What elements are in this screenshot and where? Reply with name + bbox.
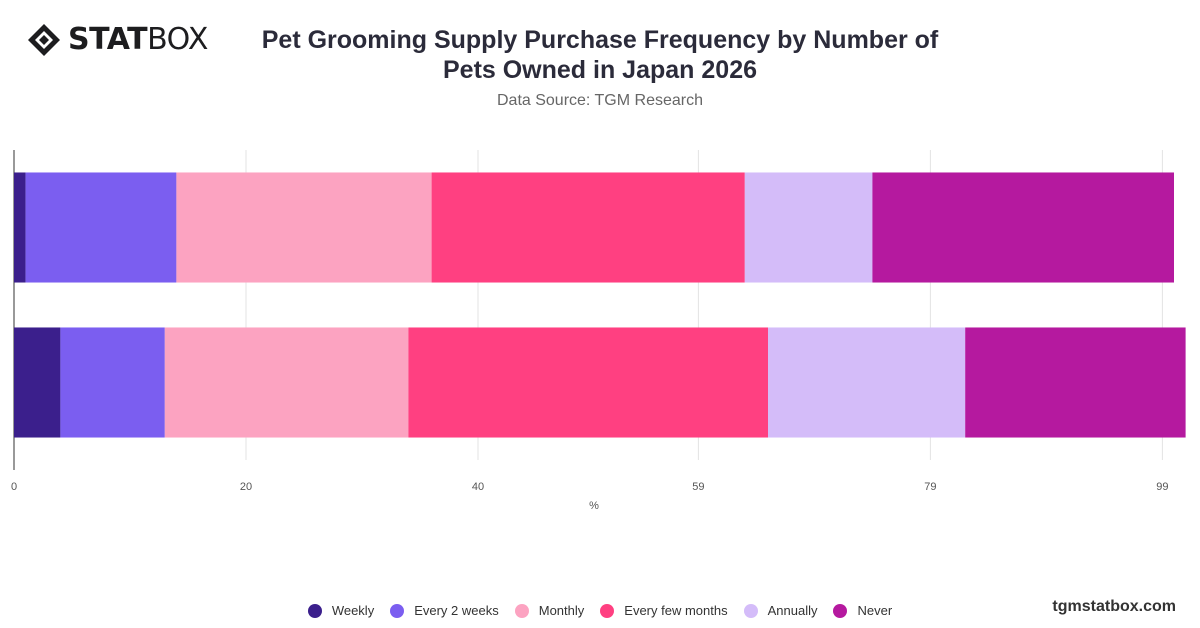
logo-text-light: BOX xyxy=(147,22,208,57)
legend-label: Weekly xyxy=(331,603,375,618)
bar-segment xyxy=(744,172,873,283)
legend-item[interactable]: Every 2 weeks xyxy=(390,603,499,618)
x-tick-label: 0 xyxy=(11,481,17,493)
diamond-logo-icon xyxy=(28,24,60,56)
bar-segment xyxy=(25,172,177,283)
logo-text: STATBOX xyxy=(68,22,208,58)
bar-segment xyxy=(14,172,26,283)
logo: STATBOX xyxy=(26,22,208,58)
x-tick-label: 59 xyxy=(692,481,704,493)
chart-title: Pet Grooming Supply Purchase Frequency b… xyxy=(261,26,939,84)
bar-segment xyxy=(872,172,1174,283)
bar-segment xyxy=(431,172,745,283)
legend-label: Monthly xyxy=(538,603,585,618)
legend-swatch xyxy=(514,603,529,618)
legend-item[interactable]: Weekly xyxy=(307,603,375,618)
legend-swatch xyxy=(390,603,405,618)
chart-legend: Weekly Every 2 weeks Monthly Every few mont… xyxy=(0,603,1200,618)
legend-swatch xyxy=(600,603,615,618)
bar-segment xyxy=(408,327,768,438)
x-tick-label: 99 xyxy=(1156,481,1168,493)
x-tick-label: 20 xyxy=(240,481,252,493)
bar-segment xyxy=(164,327,409,438)
legend-label: Every 2 weeks xyxy=(414,603,499,618)
legend-item[interactable]: Monthly xyxy=(514,603,585,618)
logo-text-bold: STAT xyxy=(68,22,148,57)
bar-segment xyxy=(14,327,61,438)
watermark: tgmstatbox.com xyxy=(1052,598,1176,615)
x-tick-label: 79 xyxy=(924,481,936,493)
legend-item[interactable]: Never xyxy=(833,603,892,618)
legend-swatch xyxy=(833,603,848,618)
legend-swatch xyxy=(743,603,758,618)
chart-subtitle: Data Source: TGM Research xyxy=(496,92,703,109)
legend-label: Every few months xyxy=(624,603,728,618)
bar-segment xyxy=(768,327,966,438)
legend-item[interactable]: Annually xyxy=(743,603,818,618)
x-axis-label: % xyxy=(589,500,599,512)
legend-label: Annually xyxy=(767,603,818,618)
legend-label: Never xyxy=(857,603,893,618)
legend-swatch xyxy=(307,603,322,618)
bar-segment xyxy=(176,172,432,283)
bar-segment xyxy=(60,327,165,438)
bar-segment xyxy=(965,327,1186,438)
x-tick-label: 40 xyxy=(472,481,484,493)
legend-item[interactable]: Every few months xyxy=(600,603,728,618)
